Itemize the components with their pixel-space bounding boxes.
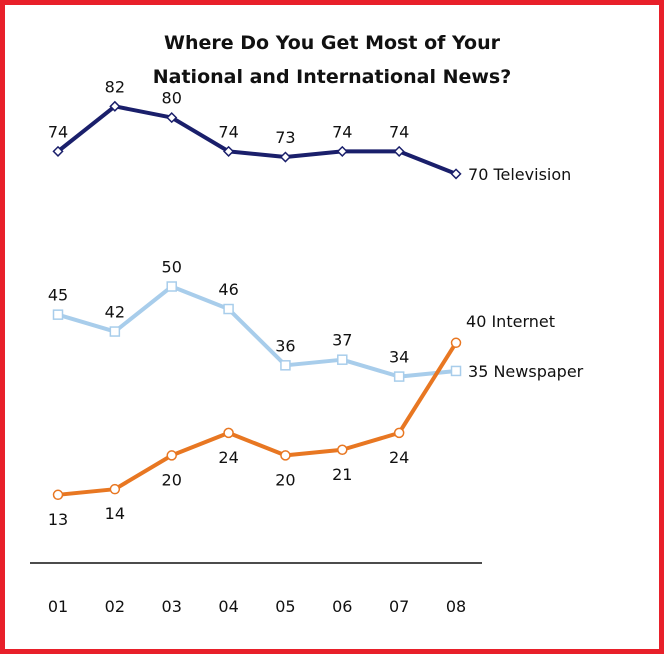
newspaper-point [166,281,177,292]
television-data-label: 74 [389,122,409,141]
newspaper-data-label: 34 [389,348,409,367]
internet-data-label: 20 [162,470,182,489]
chart-title: Where Do You Get Most of Your National a… [0,26,664,94]
chart-title-line-1: Where Do You Get Most of Your [164,32,500,54]
x-tick-label: 01 [48,597,68,616]
internet-point [52,489,64,501]
newspaper-point [223,303,234,315]
newspaper-data-label: 46 [218,280,238,299]
newspaper-point [109,326,121,337]
television-data-label: 74 [332,122,352,141]
television-data-label: 80 [162,89,182,108]
internet-point [450,337,462,349]
internet-data-label: 14 [105,504,125,523]
x-tick-label: 02 [105,597,125,616]
internet-point [393,427,405,439]
newspaper-data-label: 50 [162,258,182,277]
internet-end-label: 40 Internet [466,312,555,331]
internet-data-label: 21 [332,465,352,484]
x-tick-label: 06 [332,597,352,616]
newspaper-series-line [56,284,459,379]
television-data-label: 74 [48,122,68,141]
internet-data-label: 24 [389,448,409,467]
television-point [450,168,462,180]
x-tick-label: 05 [275,597,295,616]
television-data-label: 73 [275,128,295,147]
x-tick-label: 04 [218,597,238,616]
newspaper-data-label: 37 [332,331,352,350]
television-point [393,145,405,157]
newspaper-point [280,360,291,371]
internet-data-label: 13 [48,510,68,529]
internet-point [166,450,177,461]
newspaper-point [337,354,348,365]
newspaper-point [393,371,405,382]
chart-title-line-2: National and International News? [152,66,512,88]
television-series-line [56,104,459,176]
newspaper-data-label: 45 [48,286,68,305]
television-point [109,100,121,112]
internet-point [109,483,121,495]
television-point [223,145,235,157]
newspaper-data-label: 36 [275,336,295,355]
x-tick-label: 08 [446,597,466,616]
television-point [52,145,64,157]
x-tick-label: 03 [162,597,182,616]
newspaper-data-label: 42 [105,303,125,322]
television-point [336,145,348,157]
internet-point [337,444,348,456]
internet-point [280,450,291,461]
x-tick-label: 07 [389,597,409,616]
internet-data-label: 24 [218,448,238,467]
internet-series-line [56,340,459,497]
television-point [166,112,178,124]
newspaper-end-label: 35 Newspaper [468,362,584,381]
television-end-label: 70 Television [468,165,571,184]
internet-data-label: 20 [275,470,295,489]
internet-point [223,427,234,439]
newspaper-point [52,309,64,320]
television-point [279,151,292,163]
television-data-label: 74 [218,122,238,141]
television-data-label: 82 [105,77,125,96]
newspaper-point [450,365,462,377]
